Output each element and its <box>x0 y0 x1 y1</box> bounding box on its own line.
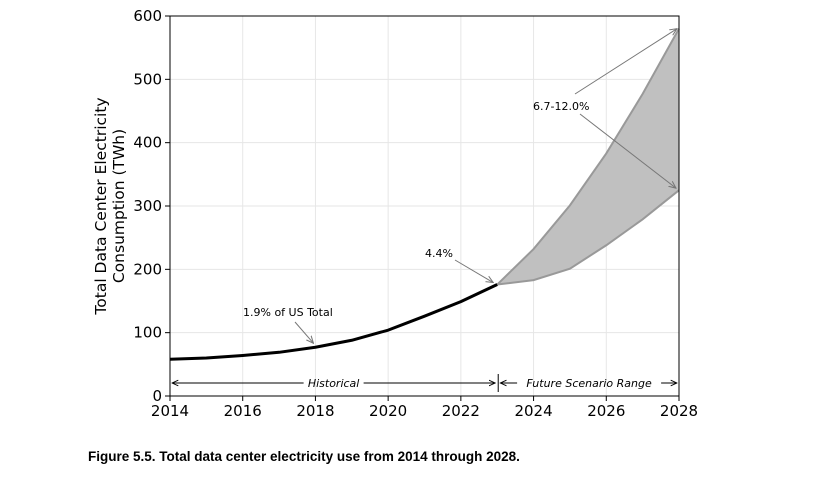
y-tick-label: 200 <box>133 260 162 278</box>
annotation-arrow-historical <box>294 321 313 343</box>
x-tick-label: 2020 <box>369 402 407 420</box>
future-scenario-label: Future Scenario Range <box>526 377 652 390</box>
y-tick-label: 500 <box>133 70 162 88</box>
annotation-2028-share: 6.7-12.0% <box>533 100 589 113</box>
annotation-arrow-high <box>574 29 677 95</box>
historical-line <box>169 283 498 361</box>
scenario-range-band <box>497 28 679 285</box>
annotation-arrow-low <box>579 113 676 188</box>
scenario-high-line <box>496 28 680 286</box>
annotations: 1.9% of US Total 4.4% 6.7-12.0% <box>243 29 677 344</box>
scenario-low-line <box>497 189 680 286</box>
annotation-historical-share: 1.9% of US Total <box>243 306 333 319</box>
x-tick-label: 2026 <box>587 402 625 420</box>
x-tick-label: 2028 <box>660 402 698 420</box>
chart: 2014 2016 2018 2020 2022 2024 2026 2028 0 100 200 3… <box>92 7 698 420</box>
x-tick-label: 2016 <box>224 402 262 420</box>
annotation-arrow-2023 <box>454 259 493 283</box>
period-regions: Historical Future Scenario Range <box>172 374 677 392</box>
y-tick-label: 400 <box>133 134 162 152</box>
y-tick-label: 600 <box>133 7 162 25</box>
y-axis-label-line-1: Total Data Center Electricity <box>92 97 110 315</box>
x-tick-label: 2024 <box>514 402 552 420</box>
annotation-2023-share: 4.4% <box>425 247 453 260</box>
y-tick-label: 300 <box>133 197 162 215</box>
grid <box>169 15 680 397</box>
figure-caption: Figure 5.5. Total data center electricit… <box>88 449 520 464</box>
y-tick-label: 100 <box>133 324 162 342</box>
x-tick-label: 2018 <box>296 402 334 420</box>
historical-label: Historical <box>308 377 360 390</box>
x-tick-label: 2022 <box>442 402 480 420</box>
x-tick-label: 2014 <box>151 402 189 420</box>
y-axis-label-line-2: Consumption (TWh) <box>110 129 128 283</box>
axis-ticks: 2014 2016 2018 2020 2022 2024 2026 2028 0 100 200 3… <box>133 7 698 420</box>
y-tick-label: 0 <box>152 387 162 405</box>
